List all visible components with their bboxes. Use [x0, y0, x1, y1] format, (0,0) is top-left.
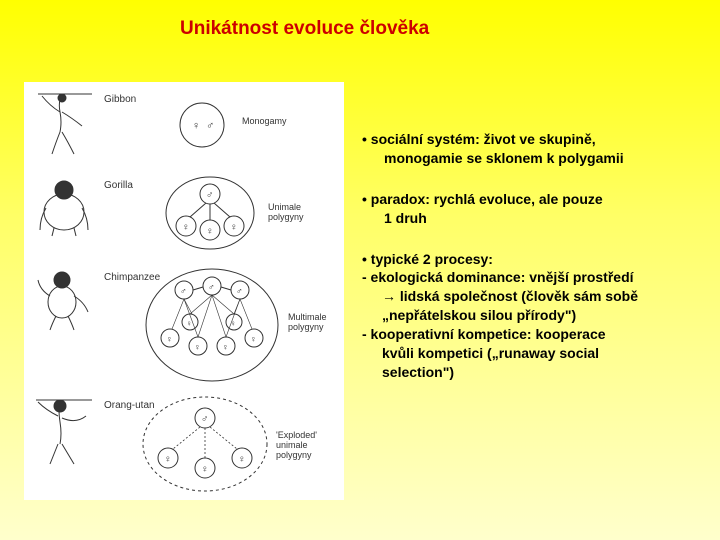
row-chimp: Chimpanzee ♂ ♂ ♂ ♀ ♀ ♀ ♀ ♀ ♀: [24, 266, 344, 386]
svg-text:♀: ♀: [230, 222, 238, 233]
exploded-diagram: ♂ ♀ ♀ ♀: [140, 394, 270, 494]
bullet-list: • sociální systém: život ve skupině, mon…: [362, 130, 702, 404]
bullet-text: → lidská společnost (člověk sám sobě: [362, 287, 702, 306]
monogamy-diagram: ♀ ♂: [174, 100, 230, 150]
bullet-1: • sociální systém: život ve skupině, mon…: [362, 130, 702, 168]
bullet-text: selection"): [362, 363, 702, 382]
bullet-text: monogamie se sklonem k polygamii: [362, 149, 702, 168]
bullet-2: • paradox: rychlá evoluce, ale pouze 1 d…: [362, 190, 702, 228]
bullet-text: 1 druh: [362, 209, 702, 228]
gorilla-drawing: [32, 174, 98, 240]
bullet-text: kvůli kompetici („runaway social: [362, 344, 702, 363]
multimale-label: Multimale polygyny: [288, 312, 344, 332]
orang-drawing: [32, 394, 98, 466]
bullet-3: • typické 2 procesy: - ekologická domina…: [362, 250, 702, 382]
svg-text:♂: ♂: [236, 286, 243, 296]
exploded-label: 'Exploded' unimale polygyny: [276, 430, 342, 460]
svg-text:♂: ♂: [201, 414, 209, 425]
svg-text:♂: ♂: [208, 282, 215, 292]
row-gorilla: Gorilla ♂ ♀ ♀ ♀ Unimale polygyny: [24, 174, 344, 258]
unimale-label: Unimale polygyny: [268, 202, 328, 222]
svg-text:♀: ♀: [222, 342, 229, 352]
svg-text:♂: ♂: [180, 286, 187, 296]
bullet-text: „nepřátelskou silou přírody"): [362, 306, 702, 325]
svg-text:♀: ♀: [192, 120, 200, 132]
unimale-diagram: ♂ ♀ ♀ ♀: [162, 174, 258, 252]
svg-text:♂: ♂: [206, 120, 214, 132]
bullet-text: - kooperativní kompetice: kooperace: [362, 325, 702, 344]
bullet-text: • paradox: rychlá evoluce, ale pouze: [362, 190, 702, 209]
row-orang: Orang-utan ♂ ♀ ♀ ♀ 'Exploded' unimale po…: [24, 394, 344, 496]
figure-panel: Gibbon ♀ ♂ Monogamy Goril: [24, 82, 344, 500]
svg-text:♂: ♂: [206, 190, 214, 201]
svg-text:♀: ♀: [186, 319, 192, 328]
multimale-diagram: ♂ ♂ ♂ ♀ ♀ ♀ ♀ ♀ ♀: [142, 266, 282, 384]
svg-text:♀: ♀: [194, 342, 201, 352]
svg-text:♀: ♀: [182, 222, 190, 233]
gibbon-label: Gibbon: [104, 94, 136, 105]
gibbon-drawing: [32, 88, 98, 160]
bullet-text: • typické 2 procesy:: [362, 250, 702, 269]
chimp-drawing: [32, 266, 98, 332]
svg-text:♀: ♀: [250, 334, 257, 344]
gorilla-label: Gorilla: [104, 180, 133, 191]
svg-text:♀: ♀: [166, 334, 173, 344]
bullet-text: • sociální systém: život ve skupině,: [362, 130, 702, 149]
svg-text:♀: ♀: [164, 454, 172, 465]
row-gibbon: Gibbon ♀ ♂ Monogamy: [24, 88, 344, 166]
bullet-text: - ekologická dominance: vnější prostředí: [362, 268, 702, 287]
svg-text:♀: ♀: [206, 226, 214, 237]
svg-text:♀: ♀: [201, 464, 209, 475]
page-title: Unikátnost evoluce člověka: [180, 18, 429, 40]
monogamy-label: Monogamy: [242, 116, 287, 126]
svg-text:♀: ♀: [238, 454, 246, 465]
